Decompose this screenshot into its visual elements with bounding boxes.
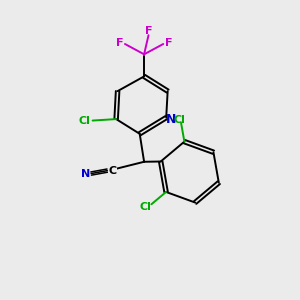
Text: F: F (146, 26, 153, 36)
Text: C: C (109, 166, 117, 176)
Text: N: N (81, 169, 90, 179)
Text: Cl: Cl (140, 202, 152, 212)
Text: Cl: Cl (174, 115, 186, 125)
Text: N: N (166, 112, 176, 126)
Text: F: F (116, 38, 123, 47)
Text: Cl: Cl (78, 116, 90, 126)
Text: F: F (165, 38, 172, 47)
